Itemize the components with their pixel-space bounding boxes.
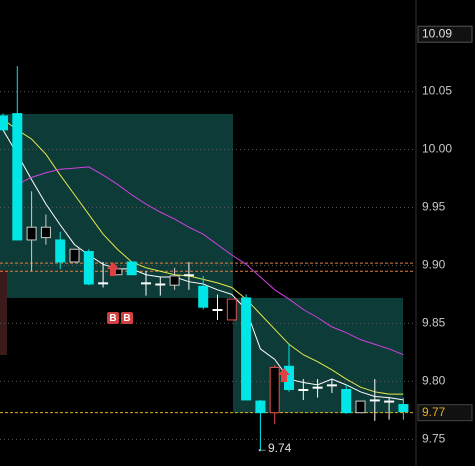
y-tick-label: 9.85 [422,316,446,330]
candle-body [40,226,51,239]
signal-arrow [278,368,290,382]
candle-body [183,274,194,277]
candle-body [241,297,252,401]
candle-body [98,282,109,285]
candle-body [0,115,8,131]
candle-body [384,400,395,403]
y-tick-label: 9.80 [422,374,446,388]
candle-body [355,400,366,414]
candle-body [226,298,237,321]
moving-average-line [17,166,404,356]
zone-marker [0,270,7,355]
candle-body [298,388,309,391]
candle-body [155,283,166,286]
candle-body [141,282,151,285]
candle-body [398,404,409,413]
candle-body [26,226,37,241]
candle-body [212,309,223,312]
candle-body [126,261,137,276]
y-tick-label: 10.05 [422,84,452,98]
signal-label: B [123,313,130,324]
candle-body [369,399,380,402]
signal-label: B [109,313,116,324]
y-tick-label: 9.90 [422,258,446,272]
candle-body [312,386,323,389]
candle-body [326,384,337,387]
candle-body [12,113,23,241]
candle-body [169,275,180,286]
candle-body [69,248,80,263]
candle-body [255,400,266,414]
candle-body [341,388,352,414]
signal-badge [121,312,133,324]
candle-body [55,239,66,263]
candle-body [198,285,209,308]
signal-arrow [107,262,119,276]
signal-badge [107,312,119,324]
price-box [417,25,473,43]
candle-body [269,366,280,414]
price-label: 10.09 [422,26,452,40]
price-label: 9.77 [422,405,446,419]
price-box [417,404,473,422]
y-tick-label: 9.95 [422,200,446,214]
candle-body [83,251,94,285]
y-tick-label: 10.00 [422,142,452,156]
y-tick-label: 9.75 [422,432,446,446]
low-annotation: ←9.74 [256,441,292,455]
